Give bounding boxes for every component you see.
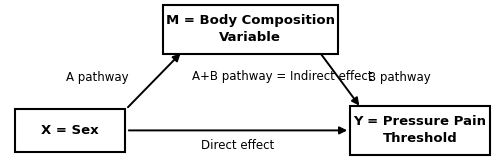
Text: Y = Pressure Pain
Threshold: Y = Pressure Pain Threshold (354, 115, 486, 145)
FancyBboxPatch shape (162, 5, 338, 54)
FancyBboxPatch shape (15, 109, 125, 152)
Text: Direct effect: Direct effect (202, 139, 274, 152)
Text: B pathway: B pathway (368, 71, 430, 84)
Text: A+B pathway = Indirect effect: A+B pathway = Indirect effect (192, 70, 373, 83)
Text: M = Body Composition
Variable: M = Body Composition Variable (166, 14, 334, 44)
Text: X = Sex: X = Sex (41, 124, 99, 137)
FancyBboxPatch shape (350, 106, 490, 155)
Text: A pathway: A pathway (66, 71, 129, 84)
